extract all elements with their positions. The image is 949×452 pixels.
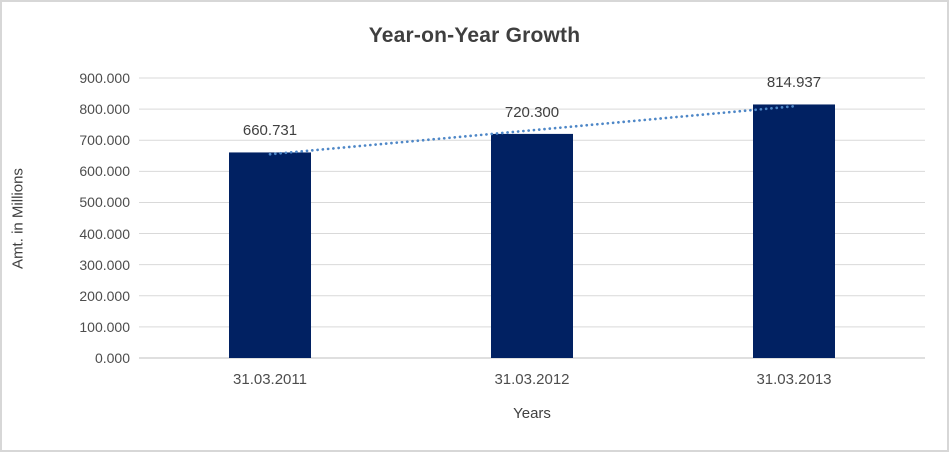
bar (491, 133, 573, 358)
x-tick-label: 31.03.2013 (756, 371, 832, 388)
y-axis-title: Amt. in Millions (9, 168, 27, 269)
x-tick-label: 31.03.2011 (233, 371, 307, 388)
x-axis-title: Years (513, 405, 551, 422)
y-tick-label: 300.000 (79, 256, 130, 273)
y-tick-label: 500.000 (79, 194, 130, 211)
bar (753, 104, 835, 358)
y-tick-label: 800.000 (79, 101, 130, 118)
bar-value-label: 720.300 (504, 103, 560, 121)
chart-title: Year-on-Year Growth (368, 24, 581, 47)
x-tick-label: 31.03.2012 (494, 371, 570, 388)
y-tick-label: 200.000 (79, 287, 130, 304)
y-tick-label: 900.000 (79, 70, 130, 86)
y-tick-label: 100.000 (79, 318, 130, 335)
bar (229, 152, 311, 358)
bar-value-label: 660.731 (242, 122, 298, 140)
y-tick-label: 700.000 (79, 132, 130, 149)
bar-value-label: 814.937 (766, 74, 822, 92)
y-tick-label: 600.000 (79, 163, 130, 180)
y-tick-label: 400.000 (79, 225, 130, 242)
y-tick-label: 0.000 (94, 350, 130, 366)
